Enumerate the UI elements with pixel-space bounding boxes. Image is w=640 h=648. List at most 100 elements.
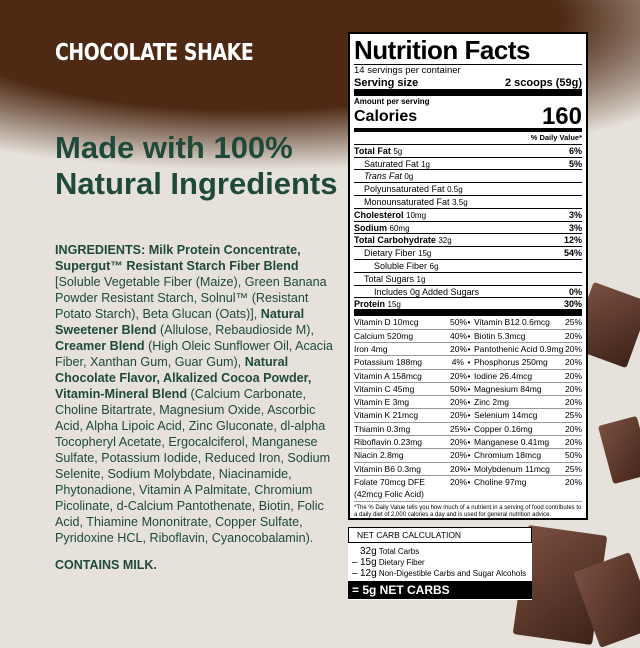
vitamin-dv: 4% (450, 356, 464, 370)
nutrient-row: Sodium 60mg 3% (354, 222, 582, 235)
vitamin-name: Calcium 520mg (354, 330, 450, 343)
net-carb-line: –12g Non-Digestible Carbs and Sugar Alco… (348, 568, 532, 579)
vitamin-dv: 20% (450, 463, 467, 476)
nutrient-name: Polyunsaturated Fat 0.5g (364, 183, 463, 195)
product-title: CHOCOLATE SHAKE (55, 40, 254, 66)
vitamin-name: Vitamin C 45mg (354, 383, 450, 397)
vitamin-name: Folate 70mcg DFE (42mcg Folic Acid) (354, 476, 450, 502)
vitamin-dv: 20% (564, 476, 582, 487)
bullet-icon: • (464, 370, 474, 383)
amount: 12g (360, 568, 377, 579)
nutrient-row: Total Carbohydrate 32g 12% (354, 234, 582, 248)
ingredients-list: INGREDIENTS: Milk Protein Concentrate, S… (55, 242, 345, 546)
vitamin-dv: 20% (450, 370, 467, 383)
label-heading: Nutrition Facts (354, 36, 582, 65)
nutrient-label: Protein (354, 299, 386, 310)
headline: Made with 100% Natural Ingredients (55, 130, 338, 201)
footnote: *The % Daily Value tells you how much of… (354, 504, 582, 518)
nutrient-amount: 0g (404, 172, 414, 182)
description: Dietary Fiber (378, 558, 425, 567)
nutrient-row: Total Fat 5g 6% (354, 145, 582, 158)
nutrient-row: Saturated Fat 1g 5% (354, 158, 582, 171)
vitamin-row-right: Molybdenum 11mcg 25% (474, 463, 582, 476)
vitamin-row-right: Pantothenic Acid 0.9mg 20% (474, 343, 582, 357)
serving-size-label: Serving size (354, 77, 419, 89)
nutrient-name: Total Fat 5g (354, 145, 402, 157)
nutrient-amount: 10mg (406, 210, 427, 220)
nutrient-amount: 3.5g (452, 197, 468, 207)
nutrient-amount: 5g (393, 146, 403, 156)
nutrient-dv: 5% (568, 158, 582, 169)
nutrient-label: Trans Fat (364, 171, 402, 182)
vitamin-dv: 20% (564, 357, 582, 368)
vitamin-row-right: Vitamin B12 0.6mcg 25% (474, 316, 582, 330)
nutrient-label: Soluble Fiber (374, 260, 428, 271)
bullet-icon: • (464, 330, 474, 343)
vitamin-dv: 20% (564, 383, 582, 394)
serving-size-value: 2 scoops (59g) (504, 77, 582, 89)
nutrient-dv: 0% (568, 286, 582, 297)
nutrient-dv: 12% (563, 235, 582, 246)
nutrient-label: Total Carbohydrate (354, 235, 436, 246)
bullet-icon: • (464, 409, 474, 423)
vitamin-name: Selenium 14mcg (474, 410, 538, 421)
calories-label: Calories (354, 108, 418, 125)
vitamin-dv: 20% (450, 343, 467, 357)
nutrient-row: Total Sugars 1g (354, 273, 582, 286)
vitamin-dv: 20% (564, 370, 582, 381)
daily-value-header: % Daily Value* (354, 132, 582, 145)
vitamin-name: Zinc 2mg (474, 397, 509, 408)
vitamin-name: Potassium 188mg (354, 356, 450, 370)
vitamin-dv: 25% (564, 410, 582, 421)
vitamin-dv: 25% (450, 423, 467, 437)
nutrient-name: Includes 0g Added Sugars (374, 286, 479, 298)
vitamin-dv: 20% (450, 436, 467, 450)
nutrient-dv: 30% (563, 299, 582, 310)
allergen-statement: CONTAINS MILK. (55, 558, 157, 572)
bullet-icon: • (464, 449, 474, 463)
vitamin-row-right: Selenium 14mcg 25% (474, 409, 582, 423)
vitamin-name: Phosphorus 250mg (474, 357, 548, 368)
vitamin-row-right: Zinc 2mg 20% (474, 396, 582, 410)
nutrient-name: Cholesterol 10mg (354, 209, 426, 221)
nutrient-amount: 15g (418, 249, 432, 259)
operator: – (352, 557, 358, 568)
nutrient-amount: 15g (387, 300, 401, 310)
nutrient-row: Protein 15g 30% (354, 298, 582, 317)
amount: 15g (360, 557, 377, 568)
description: Non-Digestible Carbs and Sugar Alcohols (378, 569, 527, 578)
vitamin-dv: 40% (450, 330, 467, 343)
vitamin-name: Iron 4mg (354, 343, 450, 357)
vitamin-dv: 20% (564, 343, 582, 354)
bullet-icon: • (464, 476, 474, 502)
net-carb-line: –15g Dietary Fiber (348, 557, 532, 568)
vitamin-dv: 20% (564, 397, 582, 408)
vitamin-dv: 50% (564, 450, 582, 461)
vitamin-name: Niacin 2.8mg (354, 449, 450, 463)
nutrient-label: Monounsaturated Fat (364, 196, 450, 207)
net-carb-heading: NET CARB CALCULATION (348, 527, 532, 543)
vitamin-row-right: Biotin 5.3mcg 20% (474, 330, 582, 343)
nutrient-dv: 3% (568, 209, 582, 220)
vitamin-name: Thiamin 0.3mg (354, 423, 450, 437)
vitamin-dv: 25% (564, 463, 582, 474)
nutrient-row: Soluble Fiber 6g (354, 260, 582, 273)
description: Total Carbs (378, 547, 420, 556)
vitamin-dv: 25% (564, 317, 582, 328)
nutrient-amount: 32g (438, 236, 452, 246)
nutrient-name: Trans Fat 0g (364, 170, 413, 182)
nutrient-row: Polyunsaturated Fat 0.5g (354, 183, 582, 196)
calories-value: 160 (541, 103, 582, 130)
vitamin-row-right: Copper 0.16mg 20% (474, 423, 582, 437)
nutrient-label: Total Sugars (364, 273, 415, 284)
net-carb-line: 32g Total Carbs (348, 546, 532, 557)
ingredient-segment: Creamer Blend (55, 339, 149, 353)
bullet-icon: • (464, 436, 474, 450)
vitamin-name: Vitamin B6 0.3mg (354, 463, 450, 476)
vitamin-dv: 20% (564, 437, 582, 448)
vitamin-dv: 20% (564, 423, 582, 434)
vitamin-dv: 50% (450, 316, 467, 330)
nutrient-label: Cholesterol (354, 209, 404, 220)
nutrient-amount: 6g (429, 261, 439, 271)
bullet-icon: • (464, 316, 474, 330)
